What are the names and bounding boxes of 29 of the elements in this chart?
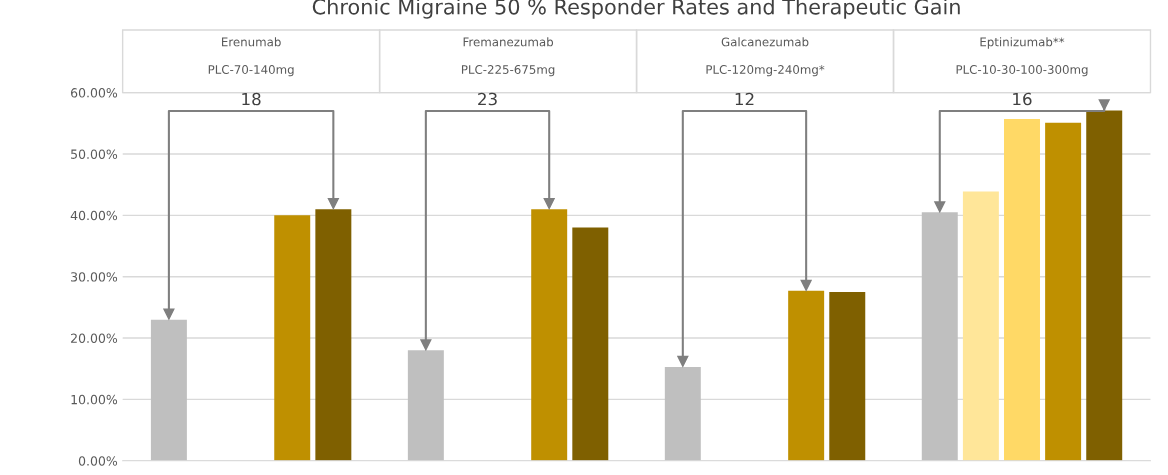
bar [921,212,958,461]
y-tick-label: 0.00% [78,456,118,466]
bar [1004,119,1040,461]
bar [829,292,866,461]
bar [150,319,187,461]
bar [274,215,311,461]
category-label: Erenumab PLC-70-140mg [208,37,294,77]
annotation: 12 [735,92,754,106]
y-tick-label: 10.00% [71,394,118,405]
bar [788,290,825,461]
annotation: 23 [478,92,497,106]
bar [531,209,568,461]
annotation: 16 [1013,92,1032,106]
bar [1045,122,1082,461]
annotation: 18 [242,92,261,106]
y-tick-label: 20.00% [71,333,118,343]
bar [664,366,701,461]
y-tick-label: 60.00% [70,88,118,98]
bar [315,209,352,461]
y-tick-label: 40.00% [70,210,118,221]
category-label: Fremanezumab PLC-225-675mg [461,37,555,77]
category-label: Galcanezumab PLC-120mg-240mg* [706,37,825,77]
bar [962,191,999,461]
category-label: Eptinizumab** PLC-10-30-100-300mg [956,37,1088,77]
bar [407,350,444,461]
y-tick-label: 30.00% [71,272,118,282]
bar [1086,110,1123,461]
y-tick-label: 50.00% [71,149,118,159]
bar [572,227,609,461]
